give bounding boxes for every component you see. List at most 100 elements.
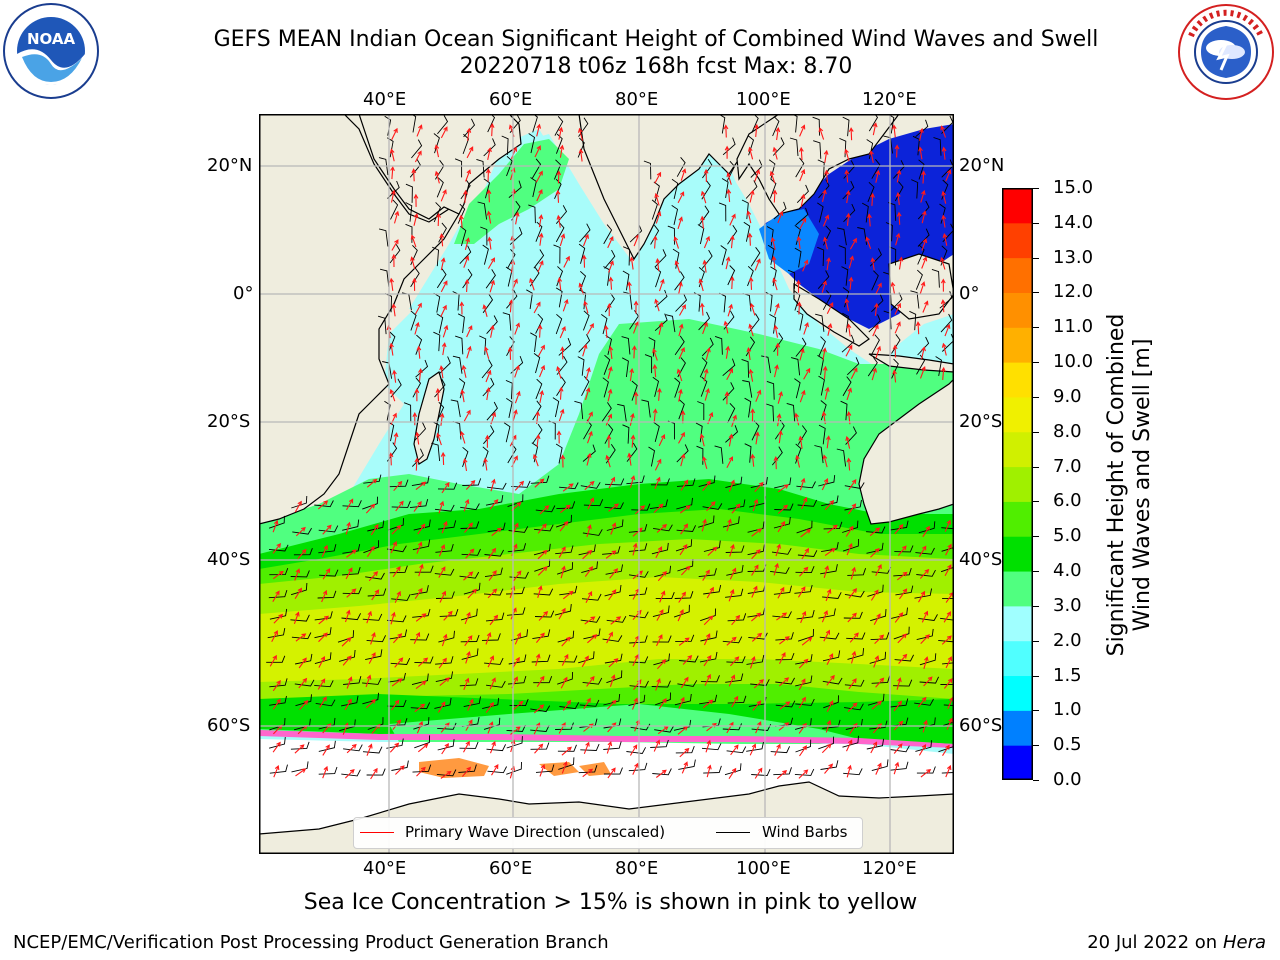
wave-direction-arrow (391, 699, 400, 711)
wave-direction-arrow (892, 369, 897, 383)
wind-barb (482, 697, 500, 710)
wind-barb (836, 448, 847, 467)
wave-direction-arrow (389, 277, 395, 291)
wind-barb (622, 424, 630, 444)
wind-barb (604, 584, 622, 597)
wave-direction-arrow (417, 743, 429, 753)
wind-barb (483, 717, 501, 730)
wave-direction-arrow (893, 761, 900, 775)
wind-barb (795, 654, 813, 665)
wave-direction-arrow (536, 189, 543, 202)
wave-direction-arrow (416, 766, 426, 777)
wave-direction-arrow (560, 454, 566, 468)
wave-direction-arrow (584, 387, 591, 400)
wind-barb (894, 545, 914, 553)
wave-direction-arrow (822, 454, 828, 468)
wave-direction-arrow (918, 146, 923, 160)
wave-direction-arrow (629, 367, 635, 382)
wind-barb (910, 290, 920, 309)
wave-direction-arrow (436, 212, 441, 227)
wind-barb (818, 608, 836, 619)
wind-barb (837, 227, 847, 246)
wind-barb (846, 357, 860, 376)
wave-direction-arrow (490, 478, 496, 492)
wave-direction-arrow (293, 611, 300, 624)
wave-direction-arrow (562, 590, 574, 600)
wave-direction-arrow (464, 611, 471, 625)
wave-direction-arrow (826, 674, 835, 686)
wave-direction-arrow (827, 322, 833, 336)
wind-barb (482, 446, 489, 467)
wind-barb (838, 245, 846, 265)
wave-direction-arrow (752, 498, 759, 512)
wave-direction-arrow (272, 741, 281, 753)
wind-barb (727, 695, 747, 704)
wave-direction-arrow (443, 610, 453, 621)
wave-direction-arrow (699, 433, 705, 447)
wind-barb (870, 609, 887, 622)
wave-direction-arrow (389, 342, 394, 356)
wind-barb (509, 571, 529, 579)
wind-barb (744, 443, 752, 463)
wind-barb (867, 356, 878, 377)
wind-barb (843, 203, 856, 223)
wave-direction-arrow (488, 570, 497, 581)
wave-direction-arrow (775, 543, 781, 557)
wave-direction-arrow (677, 609, 684, 622)
wave-direction-arrow (680, 479, 689, 491)
wave-direction-arrow (922, 525, 930, 538)
wind-barb (556, 376, 566, 396)
wind-barb (629, 680, 649, 688)
wave-direction-arrow (894, 302, 902, 315)
wave-direction-arrow (657, 387, 662, 401)
wind-barb (463, 696, 481, 708)
wind-barb (652, 605, 670, 618)
wave-direction-arrow (779, 636, 790, 645)
wave-direction-arrow (627, 452, 632, 466)
wind-barb (437, 115, 449, 135)
wave-direction-arrow (535, 653, 541, 667)
wind-barb (506, 724, 526, 732)
wave-direction-arrow (848, 588, 857, 599)
wave-direction-arrow (414, 388, 420, 402)
wave-direction-arrow (466, 345, 472, 359)
wave-direction-arrow (945, 169, 952, 182)
wave-direction-arrow (773, 324, 779, 338)
lat-tick-left-60s: 60°S (207, 715, 251, 736)
colorbar-band (1002, 396, 1033, 433)
wind-barb (845, 426, 857, 445)
wave-direction-arrow (489, 740, 496, 754)
wind-barb (675, 634, 695, 642)
wind-barb (866, 542, 884, 554)
wave-direction-arrow (658, 278, 665, 292)
wave-direction-arrow (799, 477, 806, 491)
wind-barb (450, 399, 461, 418)
wave-direction-arrow (940, 125, 947, 138)
wave-direction-arrow (749, 189, 755, 203)
wave-direction-arrow (893, 743, 903, 754)
colorbar-band (1002, 536, 1033, 572)
wave-direction-arrow (773, 562, 779, 576)
wind-barb (866, 738, 885, 750)
wind-barb (460, 634, 480, 643)
wave-direction-arrow (559, 144, 565, 158)
wave-direction-arrow (778, 677, 790, 687)
wind-barb (457, 203, 466, 224)
wave-direction-arrow (869, 527, 881, 537)
wave-direction-arrow (800, 193, 806, 207)
wind-barb (414, 735, 431, 749)
wave-direction-arrow (923, 656, 929, 669)
wave-direction-arrow (608, 503, 620, 512)
wave-direction-arrow (922, 300, 929, 313)
wind-barb (318, 544, 337, 554)
wind-barb (702, 503, 723, 510)
colorbar-tick (1033, 222, 1039, 224)
wind-barb (813, 140, 822, 159)
wave-direction-arrow (896, 571, 908, 581)
wave-direction-arrow (706, 501, 716, 512)
wind-barb (867, 693, 885, 706)
wave-direction-arrow (491, 764, 499, 776)
wave-direction-arrow (556, 214, 562, 228)
wave-direction-arrow (726, 368, 733, 380)
wave-direction-arrow (341, 636, 352, 647)
